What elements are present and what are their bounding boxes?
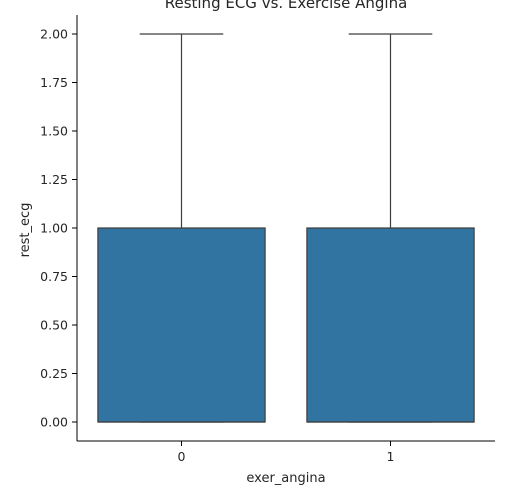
box-group-0 <box>97 33 266 423</box>
x-tick-label: 1 <box>387 449 395 464</box>
y-tick-label: 0.00 <box>40 415 68 430</box>
box-rect <box>306 227 475 423</box>
axes-layer: 0 1 0.00 0.25 0.50 0.75 1.00 1.25 1.50 1.75 2.00 <box>40 15 495 464</box>
y-tick-label: 2.00 <box>40 27 68 42</box>
box-group-1 <box>306 33 475 423</box>
y-tick-label: 0.25 <box>40 366 68 381</box>
y-tick-label: 1.50 <box>40 124 68 139</box>
x-axis-label: exer_angina <box>246 471 325 486</box>
x-tick-label: 0 <box>178 449 186 464</box>
y-axis-label: rest_ecg <box>18 203 33 258</box>
y-tick-label: 0.50 <box>40 318 68 333</box>
box-rect <box>97 227 266 423</box>
boxes-layer <box>97 33 475 423</box>
y-tick-label: 1.25 <box>40 172 68 187</box>
chart-title: Resting ECG vs. Exercise Angina <box>165 0 408 12</box>
y-tick-label: 1.00 <box>40 221 68 236</box>
y-tick-label: 0.75 <box>40 269 68 284</box>
y-tick-label: 1.75 <box>40 75 68 90</box>
